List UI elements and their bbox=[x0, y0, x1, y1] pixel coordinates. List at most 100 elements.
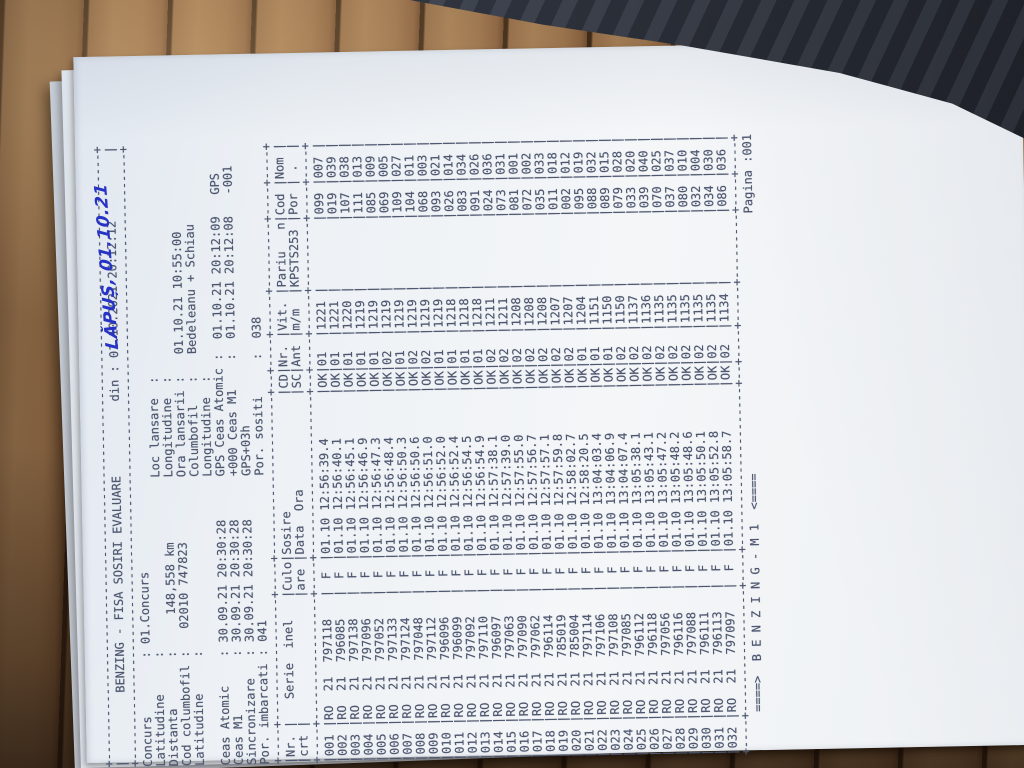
ring-serial: 797108 bbox=[606, 613, 621, 657]
ring-year: 21 bbox=[425, 674, 440, 690]
ring-year: 21 bbox=[659, 670, 674, 685]
col-serie-header-2 bbox=[295, 598, 310, 728]
arrival-date: 01.10 bbox=[409, 515, 424, 553]
ring-serial: 796085 bbox=[333, 618, 348, 663]
cell-nr: 013 bbox=[479, 724, 493, 760]
cell-nr-ant: 02 bbox=[654, 331, 668, 367]
ring-country: RO bbox=[477, 702, 493, 718]
arrival-date: 01.10 bbox=[370, 516, 385, 554]
ring-year: 21 bbox=[412, 674, 427, 690]
cell-cod-por: 081 bbox=[508, 182, 522, 218]
cell-culoare: F bbox=[320, 561, 334, 597]
cell-culoare: F bbox=[437, 559, 451, 595]
cell-nr: 010 bbox=[440, 725, 454, 761]
ring-country: RO bbox=[672, 698, 688, 714]
col-cd-header: CD bbox=[277, 374, 290, 396]
cell-nom: 020 bbox=[624, 143, 638, 179]
arrival-date: 01.10 bbox=[344, 517, 359, 554]
cell-cod-por: 024 bbox=[482, 182, 496, 218]
cell-culoare: F bbox=[684, 554, 698, 590]
ring-serial: 797133 bbox=[385, 617, 400, 662]
cell-nr: 019 bbox=[557, 723, 571, 759]
cell-viteza: 1135 bbox=[653, 287, 667, 331]
cell-cd-sc: OK bbox=[433, 371, 446, 393]
cell-nom: 005 bbox=[377, 148, 391, 184]
cell-nr: 011 bbox=[453, 725, 467, 761]
arrival-date: 01.10 bbox=[708, 510, 723, 547]
ring-year: 21 bbox=[711, 669, 726, 684]
ring-serial: 796099 bbox=[450, 616, 465, 660]
arrival-time: 13:05:58.7 bbox=[719, 430, 735, 504]
cell-cd-sc: OK bbox=[576, 368, 589, 390]
cell-cod-por: 011 bbox=[547, 181, 561, 217]
cell-nr: 014 bbox=[492, 724, 506, 760]
col-cod-header-2: Por bbox=[287, 186, 301, 222]
arrival-date: 01.10 bbox=[565, 512, 580, 550]
ring-serial: 797085 bbox=[619, 613, 634, 657]
ring-year: 21 bbox=[620, 670, 635, 686]
ring-serial: 796111 bbox=[697, 611, 712, 656]
cell-cod-por: 083 bbox=[456, 183, 470, 219]
col-culoare-header-2: are bbox=[294, 562, 308, 598]
cell-nr-ant: 02 bbox=[550, 333, 564, 369]
ring-country: RO bbox=[347, 704, 363, 720]
arrival-date: 01.10 bbox=[604, 512, 619, 549]
cell-cd-sc: OK bbox=[706, 366, 719, 388]
cell-nr: 020 bbox=[570, 722, 584, 758]
cell-nr: 016 bbox=[518, 723, 532, 759]
ring-country: RO bbox=[685, 698, 701, 714]
ring-year: 21 bbox=[386, 675, 401, 691]
cell-nr-ant: 02 bbox=[693, 330, 707, 366]
cell-cd-sc: OK bbox=[511, 369, 524, 391]
cell-viteza: 1135 bbox=[666, 287, 680, 331]
cell-nom: 004 bbox=[689, 142, 703, 178]
col-nr-header: Nr. bbox=[284, 728, 298, 764]
ring-country: RO bbox=[568, 700, 584, 716]
cell-cod-por: 070 bbox=[651, 179, 665, 215]
cell-nr-ant: 01 bbox=[446, 335, 460, 371]
printout-document: +---------------------------------------… bbox=[90, 132, 767, 768]
cell-nr-ant: 02 bbox=[511, 333, 525, 369]
ring-serial: 796096 bbox=[437, 616, 452, 661]
cell-nr: 004 bbox=[362, 726, 376, 762]
ring-country: RO bbox=[516, 701, 532, 717]
cell-nr: 022 bbox=[596, 722, 610, 758]
cell-viteza: 1218 bbox=[471, 291, 485, 335]
ring-serial: 796097 bbox=[489, 615, 504, 660]
cell-nr: 025 bbox=[635, 721, 649, 757]
cell-cod-por: 002 bbox=[560, 181, 574, 217]
ring-year: 21 bbox=[490, 673, 505, 689]
cell-nr-ant: 02 bbox=[628, 331, 642, 367]
ring-serial: 796112 bbox=[632, 612, 647, 657]
ring-country: RO bbox=[490, 702, 506, 717]
cell-nom: 012 bbox=[559, 145, 573, 181]
cell-viteza: 1211 bbox=[484, 291, 498, 335]
col-culoare-header: Culo bbox=[281, 562, 295, 598]
cell-viteza: 1135 bbox=[692, 287, 706, 331]
col-vit-header-2: m/m bbox=[289, 294, 303, 338]
arrival-date: 01.10 bbox=[357, 516, 372, 554]
cell-cd-sc: OK bbox=[329, 373, 342, 395]
cell-cd-sc: OK bbox=[641, 367, 654, 389]
cell-nr-ant: 02 bbox=[563, 332, 577, 368]
cell-cod-por: 086 bbox=[716, 178, 730, 214]
cell-cd-sc: OK bbox=[550, 369, 563, 391]
arrival-date: 01.10 bbox=[552, 513, 567, 550]
cell-nr: 028 bbox=[674, 720, 688, 756]
cell-nom: 002 bbox=[520, 145, 534, 181]
ring-country: RO bbox=[711, 697, 727, 713]
cell-cd-sc: OK bbox=[355, 372, 368, 394]
cell-culoare: F bbox=[541, 557, 555, 593]
cell-cd-sc: OK bbox=[368, 372, 381, 394]
cell-cd-sc: OK bbox=[420, 371, 433, 393]
cell-viteza: 1151 bbox=[588, 289, 602, 333]
arrival-date: 01.10 bbox=[500, 514, 515, 551]
cell-nr-ant: 02 bbox=[407, 335, 421, 371]
cell-cod-por: 026 bbox=[443, 183, 457, 219]
cell-cd-sc: OK bbox=[667, 366, 680, 388]
arrival-date: 01.10 bbox=[331, 517, 346, 554]
cell-viteza: 1136 bbox=[640, 288, 654, 332]
ring-year: 21 bbox=[581, 671, 596, 687]
ring-year: 21 bbox=[503, 673, 518, 688]
